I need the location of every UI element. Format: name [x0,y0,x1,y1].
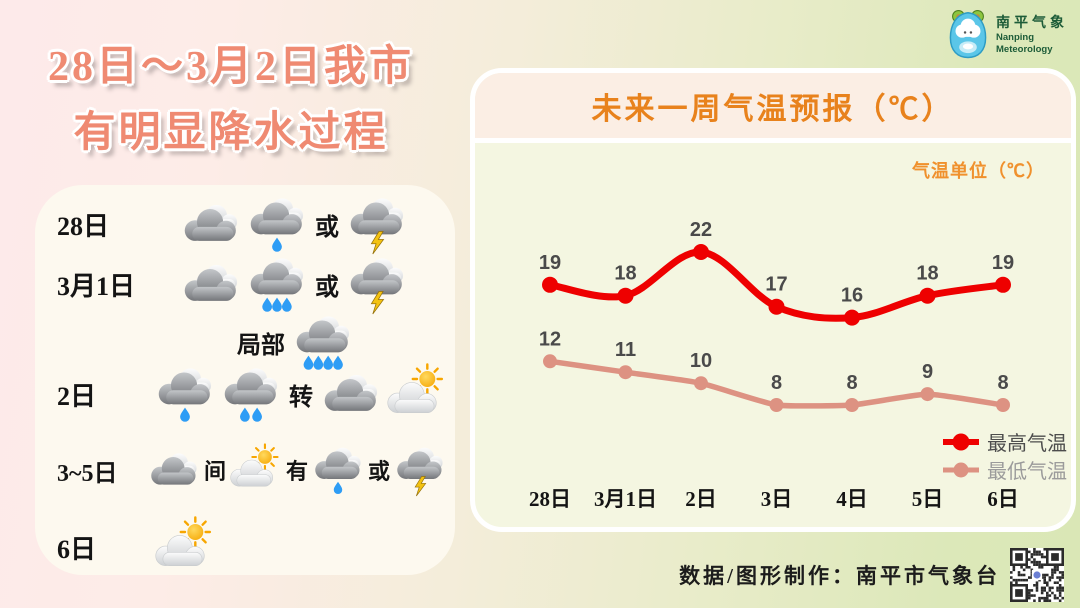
date-label: 6日 [57,534,97,564]
value-label: 8 [997,372,1008,394]
value-label: 18 [614,263,636,285]
sun-cloud-icon [155,516,212,567]
value-label: 19 [992,252,1014,274]
thunder-icon [397,447,443,497]
x-axis-label: 3月1日 [594,487,657,511]
forecast-row: 局部 [35,311,455,373]
svg-text:最高气温: 最高气温 [987,432,1067,455]
thunder-icon [350,198,404,255]
overcast-icon [324,374,378,411]
sun-cloud-icon [387,363,444,414]
forecast-row: 2日 转 [35,363,455,425]
main-title-line1: 28日～3月2日我市 [47,44,414,90]
logo-name-cn: 南平气象 [996,16,1068,31]
chart-body: 气温单位（℃） 19 18 22 17 16 18 19 12 11 10 8 8 9 8 28日 3月1日 2… [475,143,1071,527]
x-axis-label: 28日 [529,487,571,511]
qr-code [1010,548,1064,602]
value-label: 11 [615,339,636,361]
data-point [920,387,935,402]
rain-1-icon [158,368,212,422]
unit-label: 气温单位（℃） [912,161,1045,181]
rain-1-icon [315,447,361,495]
logo-name-en1: Nanping [996,32,1034,43]
x-axis-label: 3日 [761,487,793,511]
connector-text: 局部 [237,332,285,359]
data-point [543,354,557,369]
forecast-row: 6日 [35,516,455,578]
value-label: 12 [539,328,561,350]
data-point [769,398,784,412]
data-point [617,287,634,304]
data-point [844,309,860,326]
forecast-row: 3~5日 间 有 或 [35,439,455,501]
value-label: 8 [846,372,857,394]
data-point [995,276,1011,293]
x-axis-label: 6日 [987,487,1019,511]
mascot-icon [949,9,987,59]
date-label: 28日 [57,211,110,241]
x-axis-label: 5日 [912,487,944,511]
data-point [618,365,633,380]
rain-3-icon [250,258,304,312]
data-point [996,398,1010,412]
forecast-row: 28日 或 [35,193,455,255]
data-point [919,287,936,304]
thunder-icon [350,258,404,315]
temperature-chart: 19 18 22 17 16 18 19 12 11 10 8 8 9 8 28日 3月1日 2日 3日 4日 5日 6… [529,219,1067,511]
x-axis-label: 4日 [836,487,868,511]
value-label: 16 [841,285,863,307]
connector-text: 或 [315,274,339,301]
value-label: 10 [690,350,712,372]
x-axis-label: 2日 [685,487,717,511]
legend-item: 最低气温 [943,460,1067,483]
date-label: 2日 [57,381,97,411]
forecast-panel: 28日或 3月1日或局部 2日转 3~5日间有或 6日 [35,185,455,575]
main-title-line2: 有明显降水过程 [73,110,389,156]
agency-logo: 南平气象 Nanping Meteorology [946,8,1068,60]
logo-text: 南平气象 Nanping Meteorology [996,12,1068,56]
credit-text: 数据/图形制作：南平市气象台 [679,564,1000,588]
connector-text: 间 [204,459,227,484]
overcast-icon [184,204,238,241]
chart-panel: 未来一周气温预报（℃） 气温单位（℃） 19 18 22 17 16 18 19 12 11 10… [470,68,1076,532]
data-point [542,276,558,293]
overcast-icon [151,453,197,485]
date-label: 3~5日 [57,460,118,487]
rain-1-icon [250,198,304,252]
connector-text: 有 [286,459,309,484]
forecast-row: 3月1日 或 [35,253,455,315]
value-label: 22 [690,219,712,241]
data-point [693,244,709,260]
sun-cloud-icon [230,443,279,487]
main-title: 28日～3月2日我市 有明显降水过程 [8,34,454,166]
logo-name-en2: Meteorology [996,44,1053,55]
value-label: 9 [922,361,933,383]
footer: 数据/图形制作：南平市气象台 [679,548,1064,602]
connector-text: 或 [368,459,391,484]
data-point [845,398,859,412]
date-label: 3月1日 [57,271,136,301]
connector-text: 转 [289,384,313,411]
data-point [694,376,708,391]
value-label: 8 [771,372,782,394]
rain-2-icon [224,368,278,422]
legend-item: 最高气温 [943,432,1067,455]
connector-text: 或 [315,214,339,241]
value-label: 18 [916,263,938,285]
overcast-icon [184,264,238,301]
svg-text:最低气温: 最低气温 [987,460,1067,483]
data-point [768,298,785,315]
value-label: 19 [539,252,561,274]
value-label: 17 [765,274,787,296]
chart-title: 未来一周气温预报（℃） [475,73,1071,143]
